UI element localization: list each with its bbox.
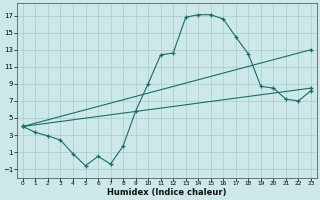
X-axis label: Humidex (Indice chaleur): Humidex (Indice chaleur) xyxy=(107,188,227,197)
